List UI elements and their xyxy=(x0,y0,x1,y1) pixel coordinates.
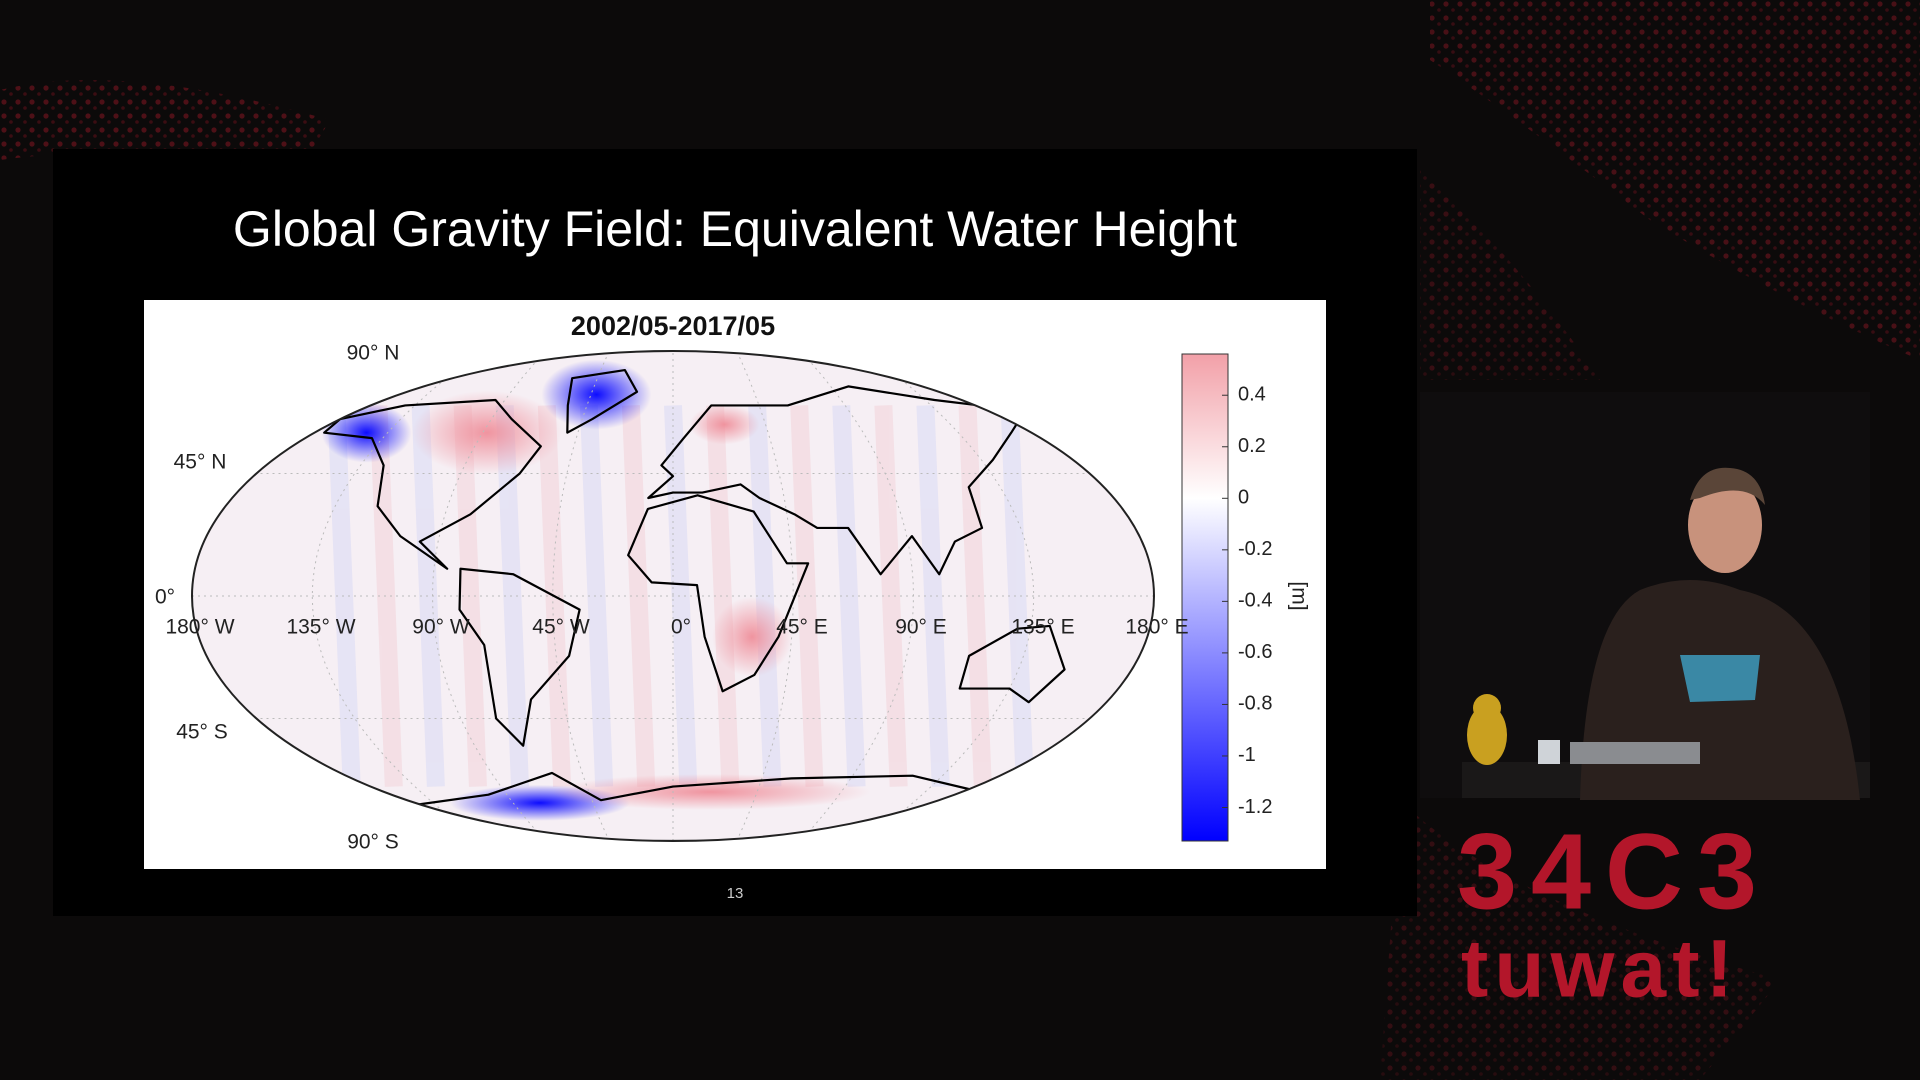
anomaly-band xyxy=(621,405,656,787)
latitude-label: 0° xyxy=(155,586,175,609)
coastline xyxy=(323,398,542,570)
colorbar-tick-label: 0.2 xyxy=(1238,435,1266,457)
colorbar-tick-label: -0.6 xyxy=(1238,641,1272,663)
decor-dots xyxy=(0,80,330,170)
latitude-label: 90° N xyxy=(347,342,400,365)
anomaly-band xyxy=(958,405,992,787)
latitude-label: 45° S xyxy=(176,721,228,744)
longitude-label: 180° W xyxy=(165,616,234,639)
colorbar-tick-label: 0 xyxy=(1238,487,1249,509)
longitude-label: 0° xyxy=(671,616,691,639)
coastline xyxy=(566,368,639,434)
latitude-label: 90° S xyxy=(347,831,399,854)
colorbar-tick-label: -0.2 xyxy=(1238,538,1272,560)
coastline xyxy=(360,771,986,841)
colorbar-label: [m] xyxy=(1287,581,1310,610)
longitude-label: 135° E xyxy=(1011,616,1074,639)
anomaly-band xyxy=(1000,405,1034,787)
anomaly xyxy=(550,774,871,810)
coastline xyxy=(647,385,1027,576)
colorbar: 0.4 0.2 0 -0.2 -0.4 -0.6 -0.8 -1 -1.2 [m] xyxy=(1181,353,1310,842)
colorbar-tick-label: -1 xyxy=(1238,744,1256,766)
anomaly xyxy=(689,404,760,445)
coastline xyxy=(458,567,581,747)
coastline xyxy=(627,494,810,693)
colorbar-scale xyxy=(1181,353,1229,842)
logo-line2: tuwat! xyxy=(1461,924,1733,1015)
longitude-label: 90° E xyxy=(895,616,947,639)
colorbar-tick-label: -0.4 xyxy=(1238,590,1272,612)
map-title: 2002/05-2017/05 xyxy=(571,311,775,341)
longitude-label: 45° E xyxy=(776,616,828,639)
decor-dots xyxy=(1380,800,1780,1080)
graticule xyxy=(311,351,483,841)
colorbar-tick-label: 0.4 xyxy=(1238,384,1266,406)
anomaly-band xyxy=(790,405,824,787)
colorbar-tick-label: -1.2 xyxy=(1238,796,1272,818)
anomaly-band xyxy=(748,405,782,787)
longitude-label: 135° W xyxy=(286,616,355,639)
anomaly-band xyxy=(874,405,908,787)
slide-title: Global Gravity Field: Equivalent Water H… xyxy=(233,201,1237,257)
map-border xyxy=(191,350,1155,842)
anomaly-band xyxy=(579,405,614,787)
longitude-label: 45° W xyxy=(532,616,590,639)
anomaly-band xyxy=(369,405,403,787)
anomaly-band xyxy=(327,405,361,787)
longitude-label: 180° E xyxy=(1125,616,1188,639)
colorbar-tick-label: -0.8 xyxy=(1238,693,1272,715)
decor-dots xyxy=(1420,170,1600,380)
speaker-video xyxy=(1420,392,1870,800)
map-content xyxy=(192,351,1154,841)
longitude-label: 90° W xyxy=(412,616,470,639)
page-number: 13 xyxy=(727,885,744,902)
anomaly xyxy=(411,390,562,475)
anomaly-band xyxy=(832,405,866,787)
anomaly-band xyxy=(664,405,698,787)
anomaly-band xyxy=(411,405,445,787)
coastline xyxy=(958,624,1066,704)
map xyxy=(191,350,1155,842)
logo-line1: 34C3 xyxy=(1457,811,1757,932)
anomaly-band xyxy=(916,405,950,787)
anomaly xyxy=(541,359,652,430)
decor-dots xyxy=(1430,0,1920,360)
latitude-label: 45° N xyxy=(174,451,227,474)
graticule xyxy=(863,351,1035,841)
anomaly xyxy=(712,596,793,677)
anomaly-band xyxy=(706,405,740,787)
